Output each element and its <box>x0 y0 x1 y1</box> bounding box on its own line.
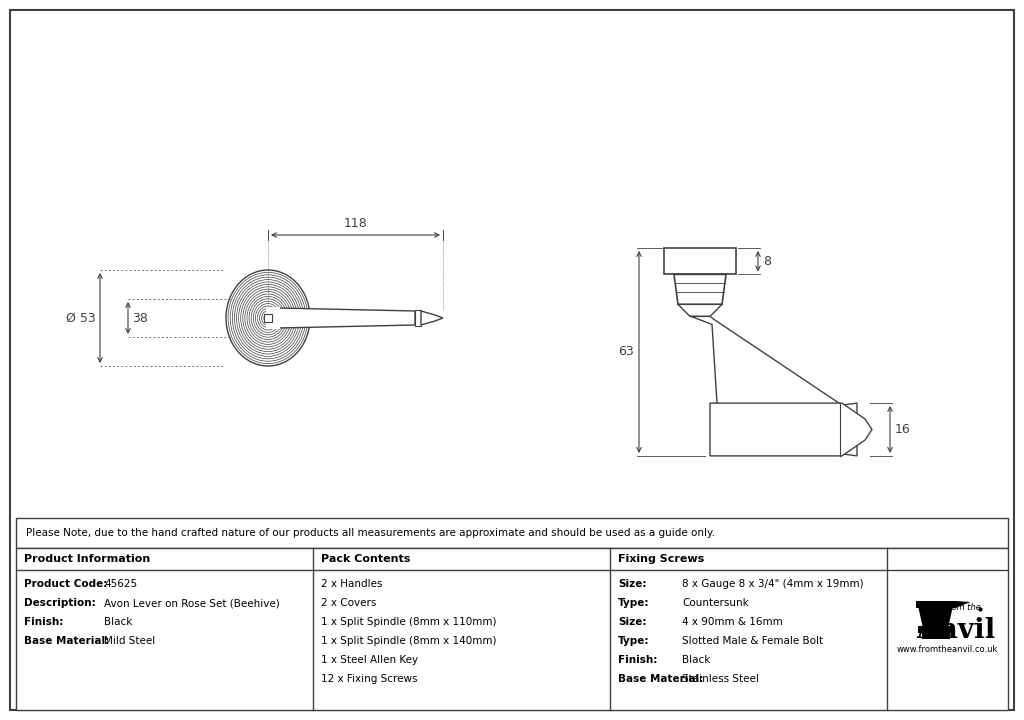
Text: Fixing Screws: Fixing Screws <box>618 554 705 564</box>
Polygon shape <box>710 403 872 456</box>
Text: Type:: Type: <box>618 598 649 608</box>
Bar <box>922 633 949 639</box>
Text: Base Material:: Base Material: <box>24 636 110 646</box>
Text: 1 x Split Spindle (8mm x 110mm): 1 x Split Spindle (8mm x 110mm) <box>321 617 497 627</box>
Bar <box>915 601 955 608</box>
Text: Anvil: Anvil <box>915 618 995 644</box>
Text: Finish:: Finish: <box>24 617 63 627</box>
Text: Product Code:: Product Code: <box>24 579 108 589</box>
Text: 118: 118 <box>344 217 368 230</box>
Text: Type:: Type: <box>618 636 649 646</box>
Text: 1 x Steel Allen Key: 1 x Steel Allen Key <box>321 655 418 665</box>
Text: Please Note, due to the hand crafted nature of our products all measurements are: Please Note, due to the hand crafted nat… <box>26 528 715 538</box>
Bar <box>415 310 421 326</box>
Text: Finish:: Finish: <box>618 655 657 665</box>
Text: Mild Steel: Mild Steel <box>104 636 156 646</box>
Text: From the: From the <box>942 603 980 611</box>
Text: Slotted Male & Female Bolt: Slotted Male & Female Bolt <box>682 636 823 646</box>
Bar <box>264 314 272 322</box>
Text: 2 x Handles: 2 x Handles <box>321 579 383 589</box>
Text: 45625: 45625 <box>104 579 137 589</box>
Text: 12 x Fixing Screws: 12 x Fixing Screws <box>321 674 418 684</box>
Text: Product Information: Product Information <box>24 554 151 564</box>
Text: Stainless Steel: Stainless Steel <box>682 674 759 684</box>
Text: Avon Lever on Rose Set (Beehive): Avon Lever on Rose Set (Beehive) <box>104 598 280 608</box>
Polygon shape <box>955 601 971 608</box>
Text: 1 x Split Spindle (8mm x 140mm): 1 x Split Spindle (8mm x 140mm) <box>321 636 497 646</box>
Text: 38: 38 <box>132 312 147 325</box>
Text: Countersunk: Countersunk <box>682 598 749 608</box>
Text: Base Material:: Base Material: <box>618 674 703 684</box>
Text: 4 x 90mm & 16mm: 4 x 90mm & 16mm <box>682 617 782 627</box>
Text: 8 x Gauge 8 x 3/4" (4mm x 19mm): 8 x Gauge 8 x 3/4" (4mm x 19mm) <box>682 579 863 589</box>
Bar <box>16 548 1008 710</box>
Text: Size:: Size: <box>618 617 646 627</box>
Polygon shape <box>690 316 857 456</box>
Text: 8: 8 <box>763 255 771 268</box>
Bar <box>266 307 280 329</box>
Polygon shape <box>278 308 415 328</box>
Text: Description:: Description: <box>24 598 96 608</box>
Polygon shape <box>678 305 722 316</box>
Bar <box>664 248 736 274</box>
Polygon shape <box>919 608 952 626</box>
Polygon shape <box>674 274 726 305</box>
Bar <box>16 518 1008 548</box>
Text: Size:: Size: <box>618 579 646 589</box>
Text: Black: Black <box>682 655 711 665</box>
Text: 63: 63 <box>618 346 634 359</box>
Text: Ø 53: Ø 53 <box>67 312 96 325</box>
Text: Pack Contents: Pack Contents <box>321 554 411 564</box>
Text: www.fromtheanvil.co.uk: www.fromtheanvil.co.uk <box>897 644 998 654</box>
Text: 16: 16 <box>895 423 910 436</box>
Polygon shape <box>421 311 443 325</box>
Bar <box>918 626 953 633</box>
Text: Black: Black <box>104 617 132 627</box>
Text: 2 x Covers: 2 x Covers <box>321 598 377 608</box>
